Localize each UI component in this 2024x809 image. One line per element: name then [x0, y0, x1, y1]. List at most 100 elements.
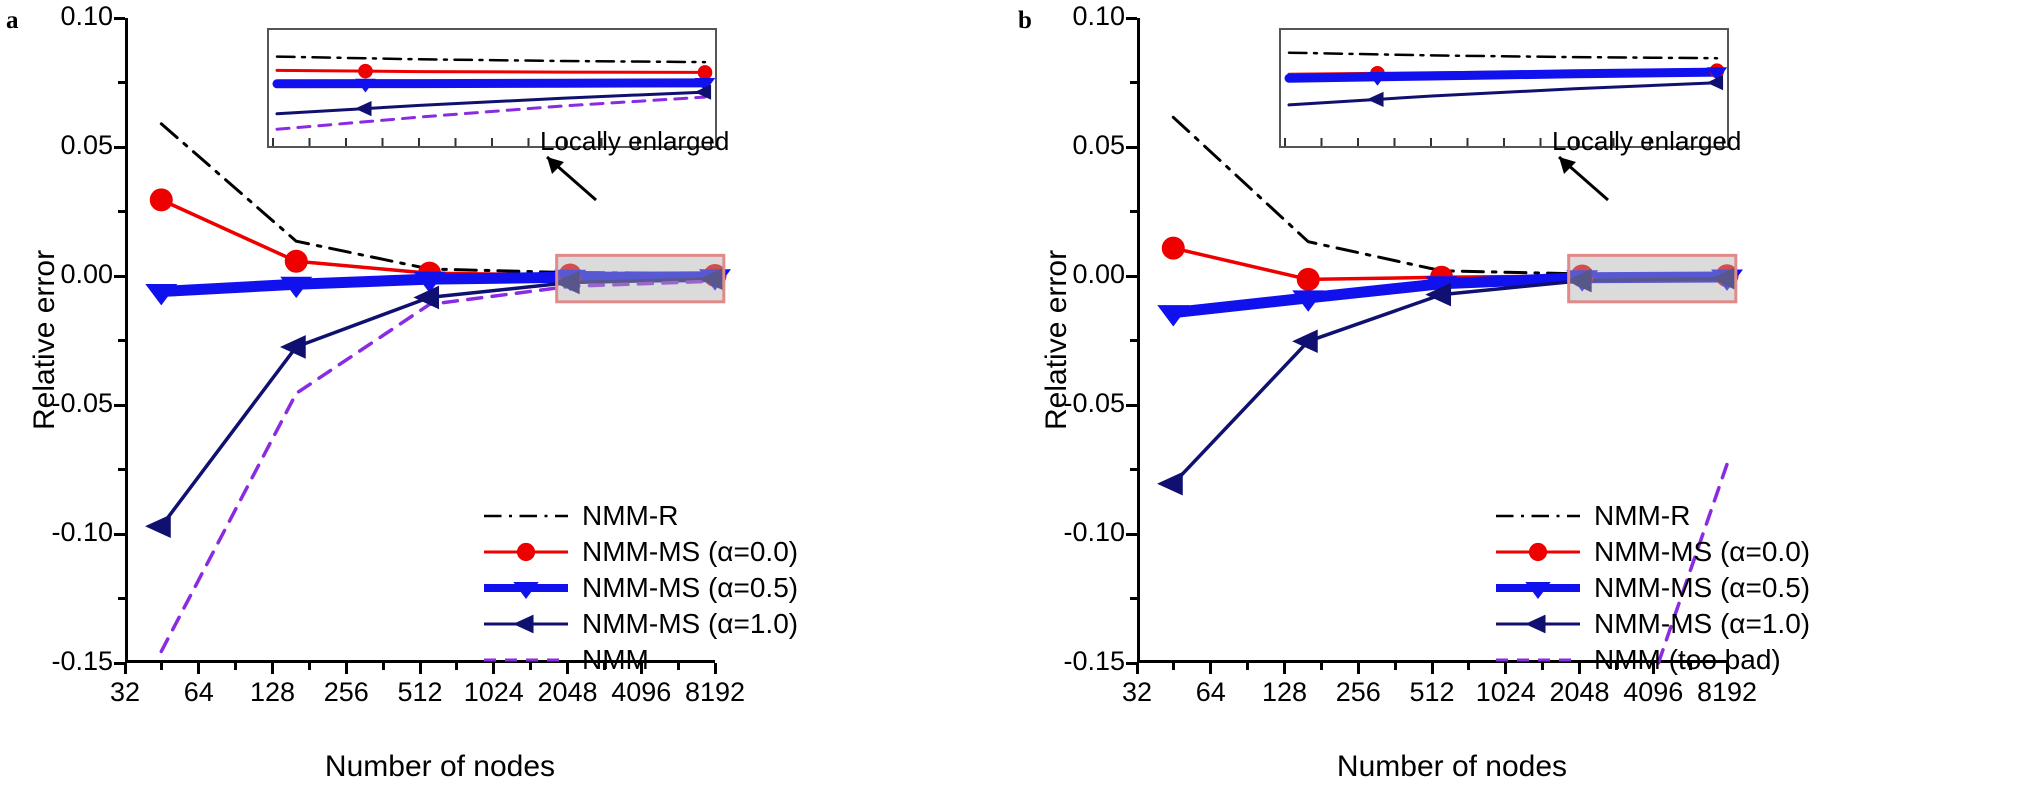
panel-b-x-tick-label: 1024 — [1475, 677, 1536, 707]
panel-b-x-axis-label: Number of nodes — [1336, 750, 1568, 783]
marker-circle — [516, 542, 536, 562]
legend-swatch-icon — [1496, 614, 1580, 634]
panel-b-y-tick-minor — [1130, 468, 1137, 471]
panel-b-y-tick-label: 0.00 — [1072, 259, 1125, 289]
panel-b-x-tick-label: 256 — [1335, 677, 1381, 707]
panel-a-x-tick-minor — [676, 663, 680, 670]
panel-a-plot-area — [125, 18, 715, 663]
panel-a-x-tick-major — [492, 663, 496, 674]
panel-b-legend-row[interactable]: NMM-MS (α=0.0) — [1492, 534, 1810, 570]
panel-a-x-axis-label: Number of nodes — [324, 750, 556, 783]
panel-b-y-tick-major — [1126, 16, 1137, 20]
legend-swatch-icon — [484, 614, 568, 634]
panel-b-x-tick-minor — [1688, 663, 1692, 670]
panel-b-legend-row[interactable]: NMM (too bad) — [1492, 642, 1810, 678]
panel-a-locally-enlarged-label: Locally enlarged — [540, 126, 730, 156]
panel-a-y-tick-minor — [118, 597, 125, 600]
panel-a-x-tick-minor — [455, 663, 459, 670]
panel-b-x-tick-major — [1651, 663, 1655, 674]
panel-b-legend-key-1 — [1492, 534, 1584, 570]
panel-b-y-tick-minor — [1130, 81, 1137, 84]
panel-b-y-tick-label: 0.05 — [1072, 130, 1125, 160]
panel-b-y-tick-minor — [1130, 339, 1137, 342]
panel-a-y-tick-minor — [118, 81, 125, 84]
panel-b-x-tick-major — [1504, 663, 1508, 674]
panel-a-x-tick-major — [271, 663, 274, 674]
legend-swatch-icon — [1496, 514, 1580, 518]
panel-a-x-tick-major — [566, 663, 569, 674]
panel-b-x-tick-major — [1135, 663, 1139, 674]
panel-b-x-tick-major — [1209, 663, 1213, 674]
panel-b-y-tick-major — [1126, 532, 1137, 536]
panel-b-legend-label: NMM-MS (α=1.0) — [1594, 608, 1811, 639]
panel-a-x-tick-label: 2048 — [537, 677, 598, 707]
legend-swatch-icon — [484, 582, 568, 599]
panel-a-y-tick-major — [114, 145, 125, 149]
panel-b-x-tick-label: 128 — [1261, 677, 1308, 707]
panel-b-x-tick-minor — [1614, 663, 1618, 670]
panel-a-x-tick-minor — [381, 663, 385, 670]
panel-a-y-tick-major — [114, 403, 125, 407]
panel-a-legend-row[interactable]: NMM — [480, 642, 798, 678]
panel-b-x-tick-label: 32 — [1121, 677, 1153, 707]
panel-a-x-tick-minor — [160, 663, 164, 670]
panel-b-y-tick-major — [1126, 274, 1137, 278]
panel-b-y-tick-label: 0.10 — [1072, 1, 1125, 31]
panel-a-legend-label: NMM-MS (α=1.0) — [582, 608, 799, 639]
panel-b-x-tick-minor — [1319, 663, 1323, 670]
panel-b-x-tick-major — [1725, 663, 1729, 674]
panel-b-letter: b — [1018, 7, 1032, 34]
panel-a-legend-row[interactable]: NMM-MS (α=1.0) — [480, 606, 798, 642]
marker-triangle-left — [1525, 614, 1546, 634]
panel-a-legend-label: NMM — [582, 644, 649, 675]
panel-b-y-tick-label: -0.15 — [1063, 646, 1125, 676]
legend-swatch-icon — [484, 542, 568, 562]
panel-a-x-tick-major — [713, 663, 717, 674]
panel-a: a Relative error Number of nodes Locally… — [6, 1, 798, 783]
panel-a-y-tick-label: 0.10 — [60, 1, 113, 31]
panel-b-legend-key-4 — [1492, 642, 1584, 678]
panel-a-y-tick-label: -0.15 — [51, 646, 113, 676]
panel-b-x-tick-minor — [1541, 663, 1545, 670]
panel-b-legend-key-0 — [1492, 498, 1584, 534]
legend-swatch-icon — [1496, 658, 1580, 662]
panel-b: b Relative error Number of nodes Locally… — [1012, 0, 2024, 809]
panel-b-y-tick-major — [1126, 145, 1137, 149]
panel-a-y-tick-label: -0.10 — [51, 517, 113, 547]
panel-a-x-tick-label: 256 — [323, 677, 369, 707]
panel-b-x-tick-major — [1356, 663, 1360, 674]
panel-a-legend-label: NMM-MS (α=0.0) — [582, 536, 799, 567]
panel-b-legend-label: NMM-R — [1594, 500, 1691, 531]
panel-a-y-tick-major — [114, 274, 125, 278]
panel-b-legend-label: NMM-MS (α=0.0) — [1594, 536, 1811, 567]
panel-a-legend-row[interactable]: NMM-R — [480, 498, 798, 534]
panel-b-legend-row[interactable]: NMM-MS (α=0.5) — [1492, 570, 1810, 606]
panel-b-x-tick-major — [1283, 663, 1286, 674]
panel-b-legend-label: NMM (too bad) — [1594, 644, 1781, 675]
panel-a-y-tick-minor — [118, 468, 125, 471]
panel-a-legend-label: NMM-R — [582, 500, 679, 531]
panel-b-y-tick-label: -0.05 — [1063, 388, 1125, 418]
panel-b-y-tick-minor — [1130, 210, 1137, 213]
marker-circle — [1528, 542, 1548, 562]
panel-a-legend-key-4 — [480, 642, 572, 678]
panel-a-x-tick-minor — [234, 663, 238, 670]
panel-b-y-tick-major — [1126, 403, 1137, 407]
panel-a-legend-row[interactable]: NMM-MS (α=0.0) — [480, 534, 798, 570]
panel-b-x-tick-label: 512 — [1409, 677, 1455, 707]
panel-b-x-tick-label: 2048 — [1549, 677, 1610, 707]
panel-b-legend-row[interactable]: NMM-R — [1492, 498, 1810, 534]
panel-b-y-tick-major — [1126, 661, 1137, 665]
panel-a-x-tick-label: 128 — [249, 677, 296, 707]
panel-b-legend-label: NMM-MS (α=0.5) — [1594, 572, 1811, 603]
panel-a-x-tick-label: 64 — [183, 677, 214, 707]
panel-a-legend-row[interactable]: NMM-MS (α=0.5) — [480, 570, 798, 606]
panel-b-y-tick-label: -0.10 — [1063, 517, 1125, 547]
panel-a-legend-key-2 — [480, 570, 572, 606]
panel-a-y-tick-label: -0.05 — [51, 388, 113, 418]
panel-b-legend-key-3 — [1492, 606, 1584, 642]
panel-b-x-tick-major — [1578, 663, 1581, 674]
panel-a-legend-key-0 — [480, 498, 572, 534]
panel-b-legend-row[interactable]: NMM-MS (α=1.0) — [1492, 606, 1810, 642]
